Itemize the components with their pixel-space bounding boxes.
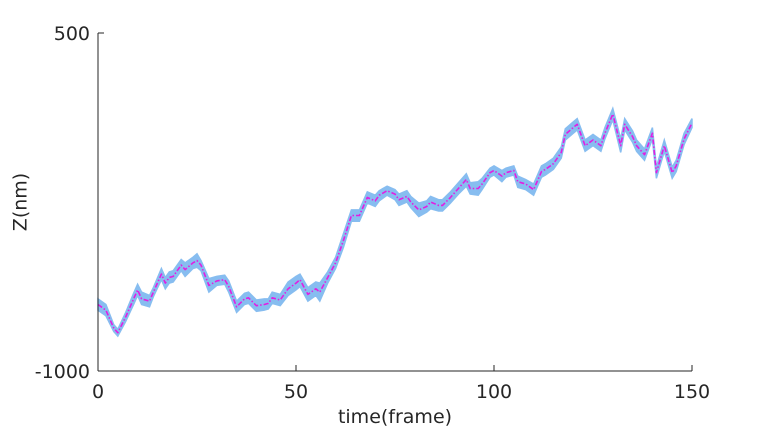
series-1-line — [97, 113, 693, 334]
series-0-band — [97, 106, 693, 338]
x-tick-label: 50 — [284, 381, 308, 403]
x-tick-label: 0 — [92, 381, 104, 403]
y-tick-label: -1000 — [35, 361, 90, 383]
y-ticks: -1000 500 — [35, 23, 104, 383]
x-ticks: 0 50 100 150 — [92, 365, 710, 403]
x-tick-label: 150 — [674, 381, 710, 403]
y-tick-label: 500 — [54, 23, 90, 45]
x-tick-label: 100 — [476, 381, 512, 403]
axes: 0 50 100 150 -1000 500 — [35, 23, 710, 403]
plot-area — [97, 106, 693, 338]
y-axis-title: Z(nm) — [10, 173, 32, 231]
x-axis-title: time(frame) — [338, 406, 452, 428]
